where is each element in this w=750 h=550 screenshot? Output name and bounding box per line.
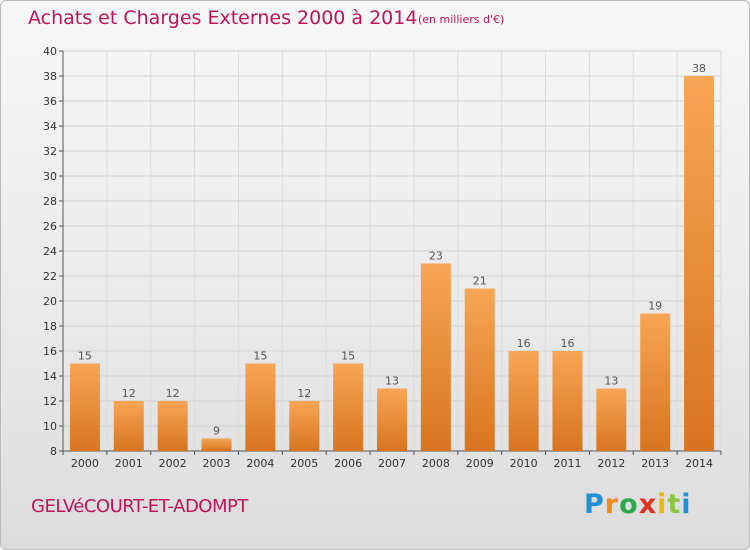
- x-tick-label: 2001: [115, 457, 143, 470]
- data-label: 23: [429, 250, 443, 263]
- commune-name: GELVéCOURT-ET-ADOMPT: [31, 496, 248, 517]
- data-label: 15: [78, 350, 92, 363]
- data-label: 9: [213, 425, 220, 438]
- x-tick-label: 2008: [422, 457, 450, 470]
- y-tick-label: 26: [43, 220, 57, 233]
- y-tick-label: 38: [43, 70, 57, 83]
- x-tick-label: 2006: [334, 457, 362, 470]
- data-label: 13: [385, 375, 399, 388]
- x-tick-label: 2012: [597, 457, 625, 470]
- data-label: 12: [297, 387, 311, 400]
- y-tick-label: 30: [43, 170, 57, 183]
- x-tick-label: 2000: [71, 457, 99, 470]
- bar: [552, 351, 583, 451]
- bar: [113, 401, 144, 451]
- chart-unit: (en milliers d'€): [418, 13, 505, 26]
- x-tick-label: 2003: [203, 457, 231, 470]
- bar: [420, 263, 451, 451]
- data-label: 15: [341, 350, 355, 363]
- bar: [640, 313, 671, 451]
- x-tick-label: 2007: [378, 457, 406, 470]
- logo-letter: o: [619, 489, 639, 520]
- x-tick-label: 2013: [641, 457, 669, 470]
- logo-letter: r: [604, 489, 620, 520]
- bar: [157, 401, 188, 451]
- y-tick-label: 8: [50, 445, 57, 458]
- data-label: 13: [604, 375, 618, 388]
- x-tick-label: 2014: [685, 457, 713, 470]
- bar: [201, 438, 232, 451]
- x-tick-label: 2005: [290, 457, 318, 470]
- bar: [377, 388, 407, 451]
- y-tick-label: 22: [43, 270, 57, 283]
- bar: [69, 363, 100, 451]
- data-label: 15: [253, 350, 267, 363]
- bar: [245, 363, 276, 451]
- y-tick-label: 40: [43, 45, 57, 58]
- data-label: 38: [692, 62, 706, 75]
- y-tick-label: 12: [43, 395, 57, 408]
- logo-letter: i: [657, 489, 668, 520]
- y-tick-label: 18: [43, 320, 57, 333]
- y-tick-label: 36: [43, 95, 57, 108]
- bar: [464, 288, 495, 451]
- logo-letter: P: [584, 489, 605, 520]
- bar: [289, 401, 320, 451]
- logo-letter: i: [681, 489, 692, 520]
- chart-title: Achats et Charges Externes 2000 à 2014: [28, 7, 418, 29]
- y-tick-label: 24: [43, 245, 57, 258]
- data-label: 16: [560, 337, 574, 350]
- bar: [596, 388, 627, 451]
- data-label: 12: [166, 387, 180, 400]
- bars: [69, 76, 715, 451]
- data-label: 19: [648, 300, 662, 313]
- y-tick-label: 20: [43, 295, 57, 308]
- data-label: 12: [122, 387, 136, 400]
- data-labels: 15 12 12 9 15 12 15 13 23 21 16 16 13 19 38: [78, 62, 706, 438]
- data-label: 16: [517, 337, 531, 350]
- y-tick-label: 32: [43, 145, 57, 158]
- logo-letter: t: [667, 489, 682, 520]
- logo-letter: x: [638, 489, 658, 520]
- y-tick-labels: 8 10 12 14 16 18 20 22 24 26 28 30 32 34 36 38 40: [43, 45, 57, 458]
- x-tick-labels: 2000 2001 2002 2003 2004 2005 2006 2007 2008 2009…: [71, 457, 713, 470]
- x-tick-label: 2004: [246, 457, 274, 470]
- bar: [684, 76, 715, 451]
- y-tick-label: 14: [43, 370, 57, 383]
- proxiti-logo: Proxiti: [584, 489, 692, 520]
- x-tick-label: 2011: [553, 457, 581, 470]
- x-tick-label: 2009: [466, 457, 494, 470]
- y-tick-label: 16: [43, 345, 57, 358]
- y-tick-label: 10: [43, 420, 57, 433]
- bar: [333, 363, 364, 451]
- y-tick-label: 28: [43, 195, 57, 208]
- y-tick-label: 34: [43, 120, 57, 133]
- data-label: 21: [473, 275, 487, 288]
- x-tick-label: 2010: [510, 457, 538, 470]
- x-tick-label: 2002: [159, 457, 187, 470]
- bar: [508, 351, 539, 451]
